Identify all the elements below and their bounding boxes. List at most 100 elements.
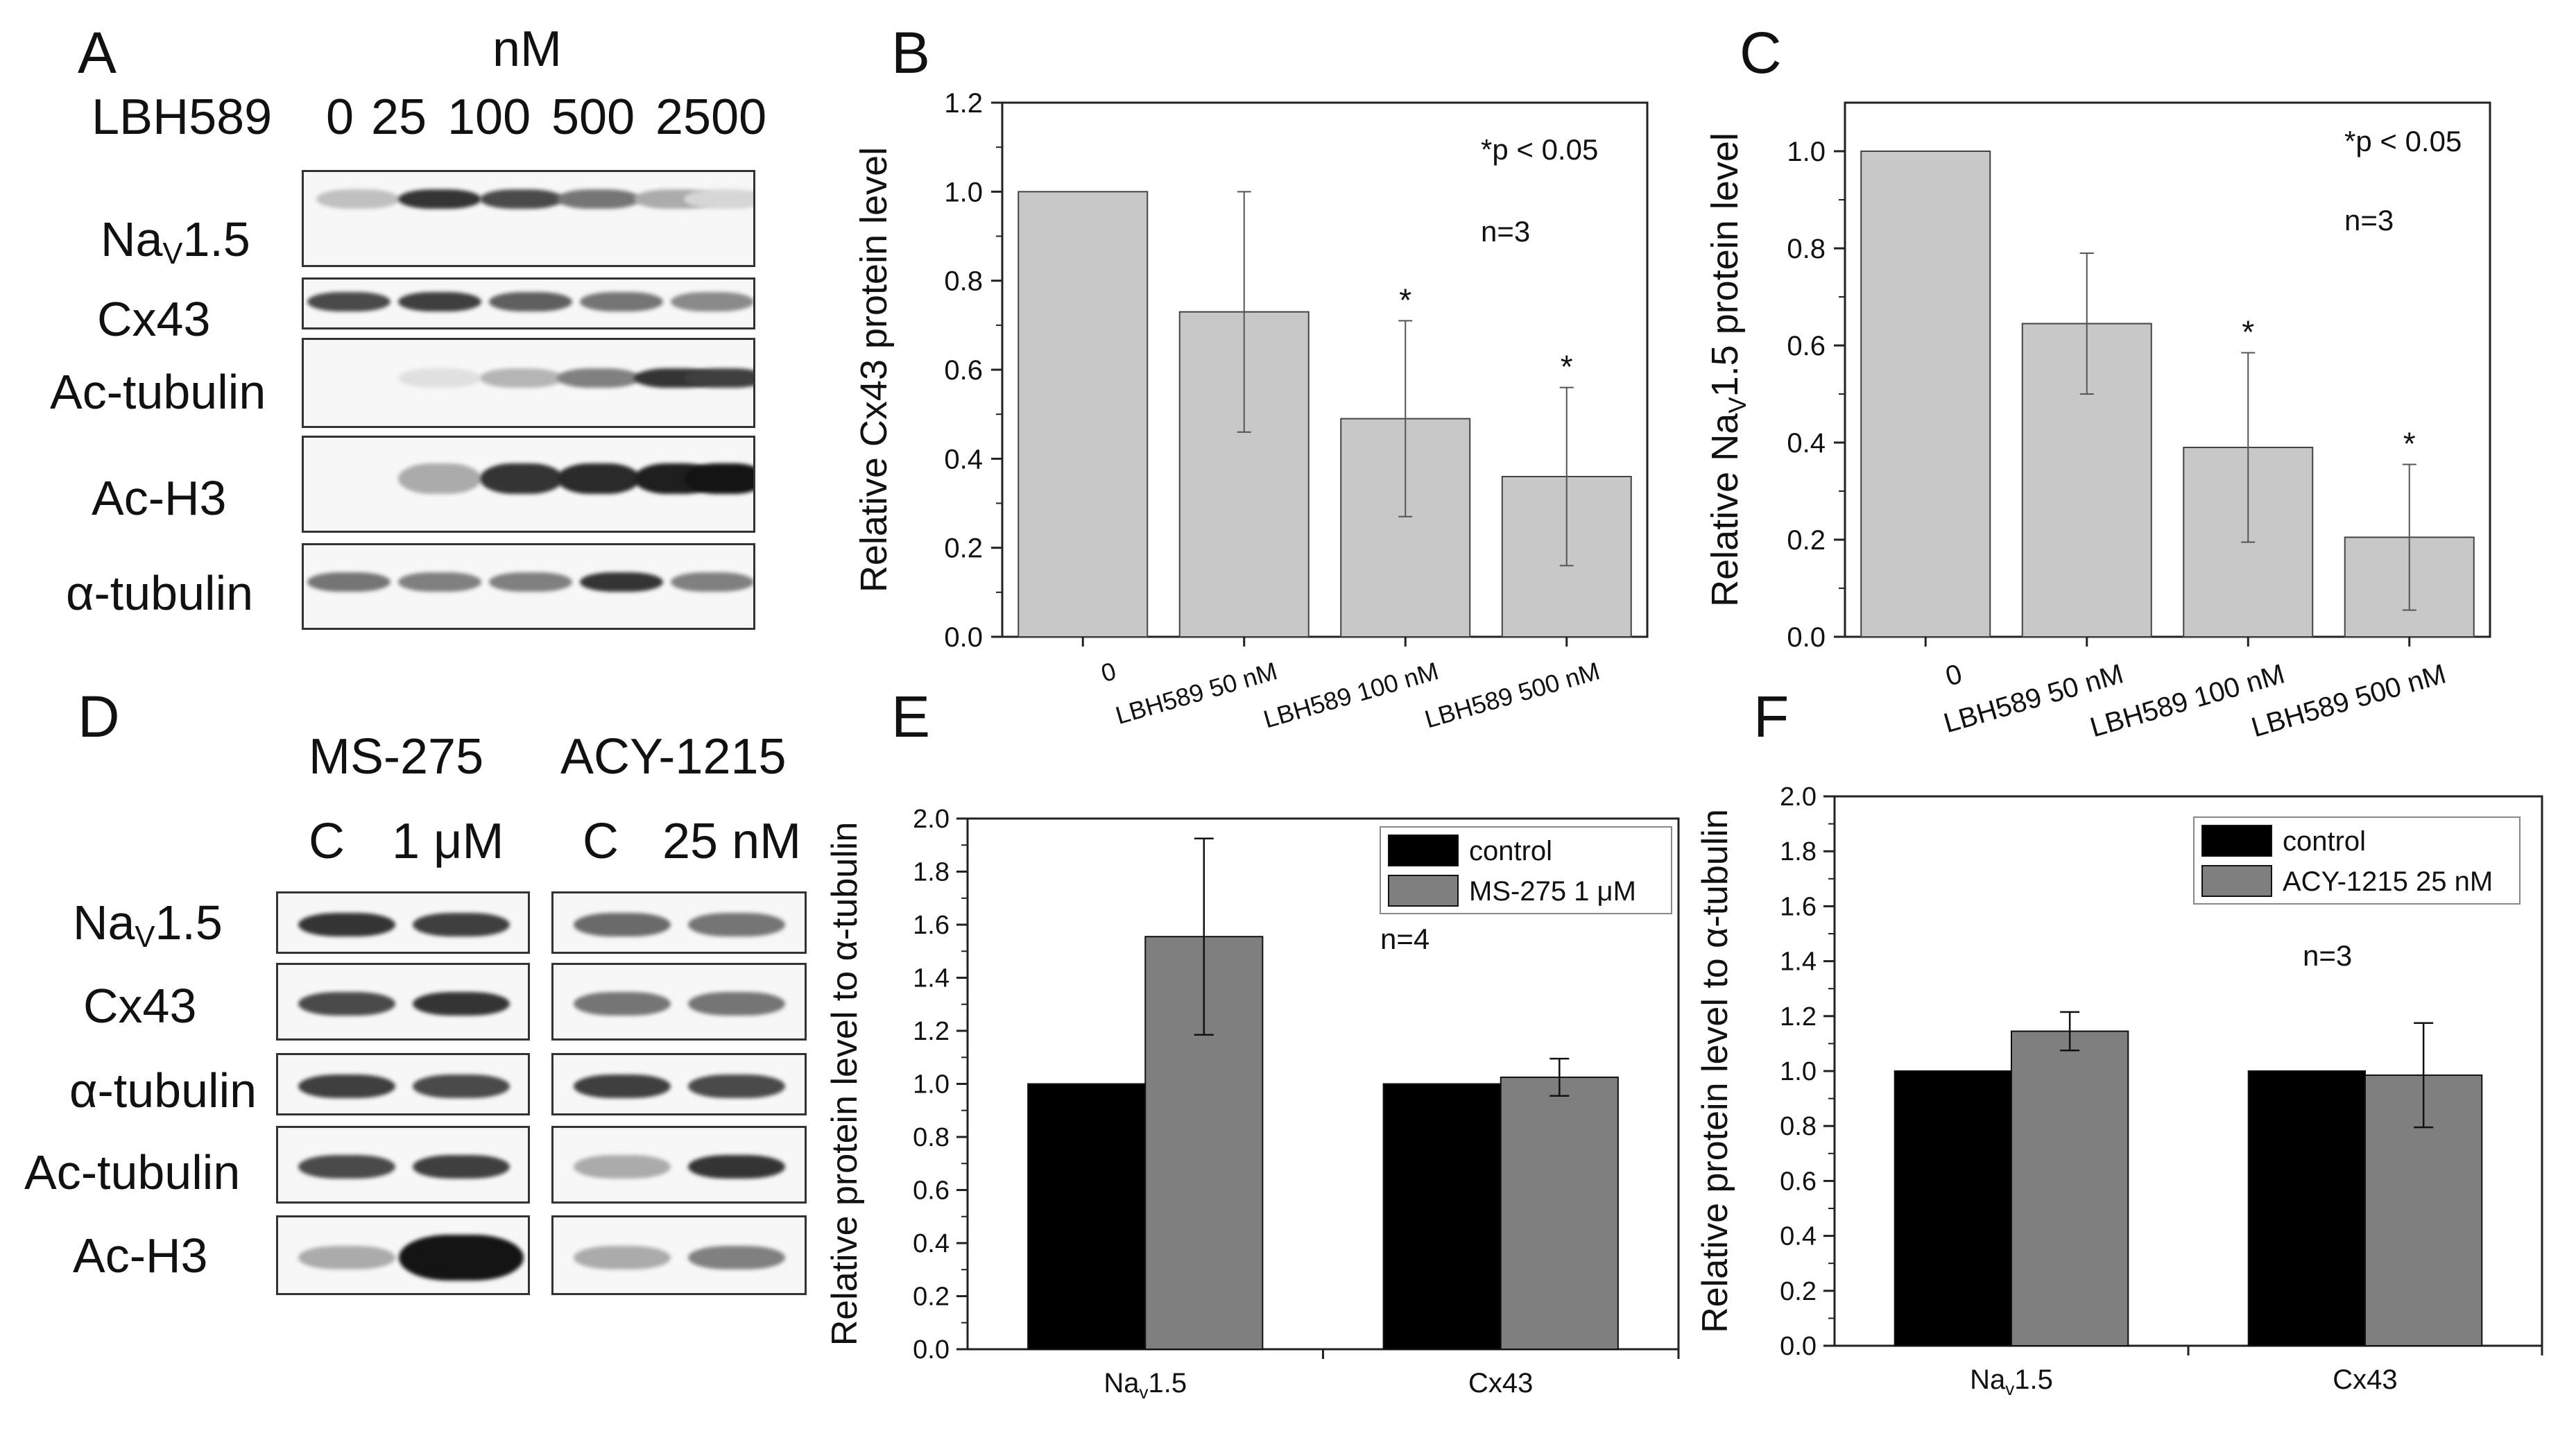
blot-acy1215-cx43 [551,963,807,1041]
blot-ms275-nav [276,891,530,954]
blot-band [687,1245,785,1269]
blot-label-atub: α-tubulin [66,566,254,620]
blot-band [684,189,753,209]
y-tick-label: 0.0 [944,622,983,653]
blot-label-d-nav: NaV1.5 [73,896,223,954]
y-tick-label: 1.6 [1780,892,1817,921]
bar-0 [1017,191,1149,638]
y-tick-label: 1.4 [1780,948,1817,977]
y-tick-label: 0.6 [1780,1167,1817,1196]
y-tick-label: 0.4 [913,1229,950,1258]
y-tick-label: 2.0 [1780,782,1817,812]
blot-band [573,913,671,936]
blot-band [687,913,785,936]
legend-swatch [2201,865,2272,897]
y-tick-label: 1.0 [944,177,983,207]
bar-0-1 [1382,1083,1502,1350]
blot-a-actub [302,338,755,428]
group-name-ms275: MS-275 [309,729,484,785]
blot-a-cx43 [302,277,755,330]
n-annotation: n=3 [2303,939,2352,972]
blot-band [573,992,671,1016]
bar-0 [1860,151,1991,638]
blot-acy1215-ach3 [551,1215,807,1295]
bar-0-1 [2247,1070,2366,1346]
blot-acy1215-nav [551,891,807,954]
blot-ms275-actub [276,1126,530,1204]
panel-letter-b: B [891,20,931,85]
bar-0-0 [1894,1070,2012,1346]
blot-band [573,1155,671,1179]
blot-band [298,1155,395,1179]
x-tick-label: Cx43 [2333,1364,2397,1395]
concentration-4: 2500 [655,89,767,145]
blot-label-nav: NaV1.5 [101,212,250,271]
blot-ms275-ach3 [276,1215,530,1295]
unit-label: nM [492,22,563,77]
x-tick-label: Nav1.5 [1104,1368,1187,1403]
panel-letter-c: C [1740,20,1782,85]
panel-letter-f: F [1753,684,1789,749]
y-tick-label: 0.6 [1787,331,1826,361]
blot-label-d-actub: Ac-tubulin [24,1145,241,1199]
blot-label-d-ach3: Ac-H3 [73,1229,208,1283]
y-tick-label: 0.2 [944,533,983,564]
blot-band [398,368,482,388]
blot-label-actub: Ac-tubulin [50,365,266,419]
y-tick-label: 0.4 [944,444,983,474]
bar-0-0 [1027,1083,1147,1350]
y-tick-label: 0.2 [1787,525,1826,556]
blot-band [579,291,663,311]
significance-marker: * [1561,349,1573,385]
blot-label-d-atub: α-tubulin [69,1063,257,1118]
blot-a-atub [302,543,755,630]
blot-band [398,291,482,311]
blot-band [479,368,563,388]
blot-band [573,1075,671,1098]
legend-label: control [2283,826,2366,857]
blot-band [398,1234,524,1281]
y-tick-label: 1.8 [913,858,950,887]
y-tick-label: 0.4 [1787,428,1826,459]
y-tick-label: 0.8 [1787,234,1826,264]
lane-label-acy-c: C [583,814,619,869]
y-tick-label: 1.2 [913,1017,950,1046]
p-value-annotation: *p < 0.05 [1481,133,1598,166]
y-tick-label: 1.0 [913,1070,950,1099]
concentration-2: 100 [447,89,531,145]
lane-label-ms-c: C [309,814,345,869]
blot-band [489,291,572,311]
lane-label-ms-1um: 1 μM [392,814,504,869]
y-tick-label: 0.2 [1780,1277,1817,1306]
blot-band [687,992,785,1016]
blot-a-ach3 [302,436,755,533]
blot-band [670,572,753,592]
n-annotation: n=3 [1481,215,1530,248]
group-name-acy1215: ACY-1215 [560,729,787,785]
legend-label: control [1469,836,1552,866]
blot-band [398,572,482,592]
legend-label: MS-275 1 μM [1469,876,1636,907]
blot-band [298,992,395,1016]
blot-band [687,1075,785,1098]
blot-band [489,572,572,592]
blot-band [557,463,641,494]
concentration-3: 500 [551,89,635,145]
blot-band [298,1075,395,1098]
blot-band [298,1245,395,1269]
y-tick-label: 0.6 [944,355,983,386]
blot-band [670,291,753,311]
blot-band [398,189,482,209]
panel-letter-a: A [78,20,117,85]
blot-band [557,189,641,209]
blot-band [412,1075,510,1098]
x-tick-label: Nav1.5 [1970,1364,2053,1399]
p-value-annotation: *p < 0.05 [2344,125,2462,157]
bar-1-1 [1500,1076,1619,1350]
y-tick-label: 1.4 [913,964,950,993]
y-tick-label: 0.4 [1780,1222,1817,1251]
